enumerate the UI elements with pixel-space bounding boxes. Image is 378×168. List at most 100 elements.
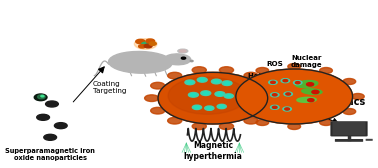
Circle shape xyxy=(308,99,314,102)
Circle shape xyxy=(200,79,205,81)
Circle shape xyxy=(168,77,247,114)
Circle shape xyxy=(281,79,290,83)
Circle shape xyxy=(293,81,302,85)
Circle shape xyxy=(187,81,193,84)
Text: Superparamagnetic iron
oxide nanoparticles: Superparamagnetic iron oxide nanoparticl… xyxy=(5,148,95,161)
Circle shape xyxy=(214,80,219,83)
Circle shape xyxy=(192,105,201,110)
FancyBboxPatch shape xyxy=(335,139,363,142)
Circle shape xyxy=(224,82,230,85)
Ellipse shape xyxy=(297,97,316,102)
Circle shape xyxy=(267,95,281,101)
Circle shape xyxy=(189,93,198,97)
Circle shape xyxy=(144,44,152,48)
Circle shape xyxy=(191,94,196,96)
Circle shape xyxy=(54,123,67,129)
Circle shape xyxy=(256,68,269,74)
Ellipse shape xyxy=(302,89,322,94)
Circle shape xyxy=(261,82,275,89)
Circle shape xyxy=(222,81,232,86)
Circle shape xyxy=(151,107,165,114)
Text: ROS: ROS xyxy=(266,61,283,67)
Circle shape xyxy=(286,93,291,95)
Circle shape xyxy=(233,78,245,85)
Ellipse shape xyxy=(180,50,186,52)
Circle shape xyxy=(288,64,301,70)
Circle shape xyxy=(136,39,145,44)
Circle shape xyxy=(217,104,226,109)
Circle shape xyxy=(269,80,277,84)
Circle shape xyxy=(271,93,279,97)
Circle shape xyxy=(37,114,50,120)
Circle shape xyxy=(190,60,193,62)
Circle shape xyxy=(343,78,356,85)
FancyBboxPatch shape xyxy=(366,139,373,141)
Circle shape xyxy=(146,39,155,43)
Circle shape xyxy=(236,69,353,124)
Circle shape xyxy=(158,72,268,124)
Circle shape xyxy=(139,45,146,48)
Circle shape xyxy=(283,80,288,82)
Circle shape xyxy=(192,123,206,130)
Circle shape xyxy=(205,106,214,110)
Circle shape xyxy=(224,94,237,99)
FancyBboxPatch shape xyxy=(331,121,367,136)
Circle shape xyxy=(194,106,200,109)
Circle shape xyxy=(201,91,211,95)
Text: Magnetic
hyperthermia: Magnetic hyperthermia xyxy=(183,141,242,161)
Circle shape xyxy=(273,106,277,108)
Circle shape xyxy=(167,117,182,124)
Circle shape xyxy=(219,105,224,108)
Circle shape xyxy=(224,94,233,98)
Text: Lysosomal
membrane
permeabilisation: Lysosomal membrane permeabilisation xyxy=(247,83,306,100)
Circle shape xyxy=(219,67,234,73)
Circle shape xyxy=(151,82,165,89)
Circle shape xyxy=(295,82,300,84)
Circle shape xyxy=(149,42,156,45)
Circle shape xyxy=(217,93,223,95)
Text: Hot spots: Hot spots xyxy=(248,73,287,79)
Circle shape xyxy=(233,109,245,114)
Circle shape xyxy=(203,92,209,94)
Circle shape xyxy=(271,105,279,109)
Circle shape xyxy=(185,80,195,85)
Circle shape xyxy=(167,72,182,79)
Ellipse shape xyxy=(34,94,47,101)
Circle shape xyxy=(192,67,206,73)
Circle shape xyxy=(271,81,275,83)
Circle shape xyxy=(181,57,186,59)
Circle shape xyxy=(44,134,57,140)
Circle shape xyxy=(207,107,212,109)
Circle shape xyxy=(288,123,301,130)
Circle shape xyxy=(352,94,364,99)
Circle shape xyxy=(219,123,234,130)
Ellipse shape xyxy=(178,49,188,53)
Circle shape xyxy=(256,119,269,125)
Circle shape xyxy=(215,92,225,96)
Circle shape xyxy=(285,108,290,110)
Circle shape xyxy=(307,83,314,86)
Ellipse shape xyxy=(164,54,191,65)
Circle shape xyxy=(142,42,150,46)
Circle shape xyxy=(46,101,58,107)
Circle shape xyxy=(226,95,231,97)
Circle shape xyxy=(312,90,319,94)
Ellipse shape xyxy=(41,95,44,97)
Circle shape xyxy=(320,119,332,125)
Ellipse shape xyxy=(108,51,172,73)
Ellipse shape xyxy=(37,95,45,99)
Circle shape xyxy=(244,72,258,79)
FancyBboxPatch shape xyxy=(332,122,366,135)
Text: Coating
Targeting: Coating Targeting xyxy=(93,81,126,94)
Ellipse shape xyxy=(295,80,318,88)
Text: Nuclear
damage: Nuclear damage xyxy=(291,55,322,68)
Circle shape xyxy=(211,79,222,84)
Text: Omics: Omics xyxy=(332,97,366,107)
Circle shape xyxy=(261,107,275,114)
Circle shape xyxy=(244,117,258,124)
Circle shape xyxy=(273,94,277,96)
Circle shape xyxy=(320,68,332,74)
Circle shape xyxy=(134,39,157,49)
Circle shape xyxy=(284,92,293,96)
Circle shape xyxy=(145,95,159,101)
